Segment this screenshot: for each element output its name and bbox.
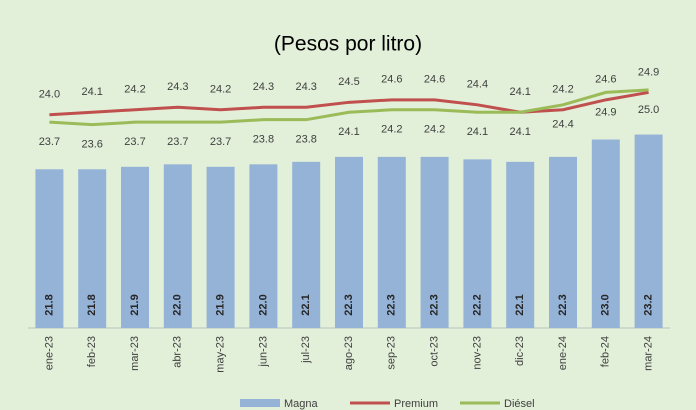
bar (377, 156, 406, 328)
legend-label: Premium (394, 398, 438, 410)
x-tick-label: jun-23 (257, 336, 269, 368)
line-label: 24.4 (552, 119, 573, 131)
x-tick-label: mar-23 (129, 336, 141, 371)
bar-label: 21.8 (43, 294, 55, 315)
line-label: 24.1 (509, 126, 530, 138)
x-tick-label: feb-24 (600, 336, 612, 367)
x-tick-label: feb-23 (86, 336, 98, 367)
line-label: 24.3 (253, 81, 274, 93)
x-tick-label: may-23 (215, 336, 227, 373)
x-tick-label: dic-23 (514, 336, 526, 366)
line-label: 23.8 (253, 134, 274, 146)
line-label: 24.3 (295, 81, 316, 93)
line-label: 24.3 (167, 81, 188, 93)
line-label: 24.6 (595, 74, 616, 86)
line-label: 24.2 (424, 124, 445, 136)
bar-label: 21.8 (86, 294, 98, 315)
bar (121, 166, 149, 328)
line (49, 88, 649, 127)
x-tick-label: oct-23 (429, 336, 441, 367)
x-tick-label: ago-23 (343, 336, 355, 370)
bar-label: 21.9 (215, 294, 227, 315)
line (49, 90, 649, 117)
legend-swatch (240, 399, 280, 407)
bar (35, 169, 64, 328)
bar-label: 22.0 (257, 294, 269, 315)
bar-label: 21.9 (129, 294, 141, 315)
line-label: 24.2 (124, 84, 145, 96)
bar-label: 22.3 (429, 294, 441, 315)
bar (292, 161, 321, 328)
bar-label: 23.2 (643, 294, 655, 315)
bar (420, 156, 449, 328)
x-tick-label: abr-23 (172, 336, 184, 368)
line-label: 24.0 (39, 89, 60, 101)
line-label: 24.2 (210, 84, 231, 96)
line-label: 24.9 (595, 106, 616, 118)
x-tick-label: jul-23 (300, 336, 312, 364)
line-label: 24.1 (81, 86, 102, 98)
line-label: 24.2 (552, 84, 573, 96)
legend-label: Magna (284, 398, 319, 410)
bar-label: 22.1 (300, 294, 312, 315)
line-label: 23.7 (39, 136, 60, 148)
bar (634, 134, 663, 328)
line-label: 24.6 (381, 74, 402, 86)
bar-label: 23.0 (600, 294, 612, 315)
chart-subtitle: (Pesos por litro) (274, 33, 422, 56)
line-label: 23.8 (295, 134, 316, 146)
x-tick-label: ene-24 (557, 336, 569, 370)
bar (591, 139, 620, 328)
bar-label: 22.2 (471, 294, 483, 315)
line-label: 24.5 (338, 76, 359, 88)
x-tick-label: mar-24 (643, 336, 655, 371)
line-label: 23.7 (210, 136, 231, 148)
bar-label: 22.3 (386, 294, 398, 315)
line-label: 23.7 (167, 136, 188, 148)
line-label: 24.1 (338, 126, 359, 138)
bar (549, 156, 577, 328)
line-label: 24.4 (467, 79, 488, 91)
line-label: 23.6 (81, 139, 102, 151)
x-tick-label: ene-23 (43, 336, 55, 370)
line-label: 24.6 (424, 74, 445, 86)
bar (463, 159, 492, 328)
bar-label: 22.0 (172, 294, 184, 315)
bar (249, 164, 278, 328)
legend-label: Diésel (504, 398, 535, 410)
bar-label: 22.1 (514, 294, 526, 315)
bar (206, 166, 235, 328)
bar (163, 164, 192, 328)
bar (506, 161, 535, 328)
line-label: 24.1 (509, 86, 530, 98)
bar (335, 156, 363, 328)
bar (78, 169, 107, 328)
line-label: 25.0 (638, 104, 659, 116)
bar-label: 22.3 (343, 294, 355, 315)
line-label: 24.9 (638, 66, 659, 78)
line-label: 24.2 (381, 124, 402, 136)
x-tick-label: nov-23 (471, 336, 483, 370)
line-label: 23.7 (124, 136, 145, 148)
line-label: 24.1 (467, 126, 488, 138)
bar-label: 22.3 (557, 294, 569, 315)
x-tick-label: sep-23 (386, 336, 398, 370)
